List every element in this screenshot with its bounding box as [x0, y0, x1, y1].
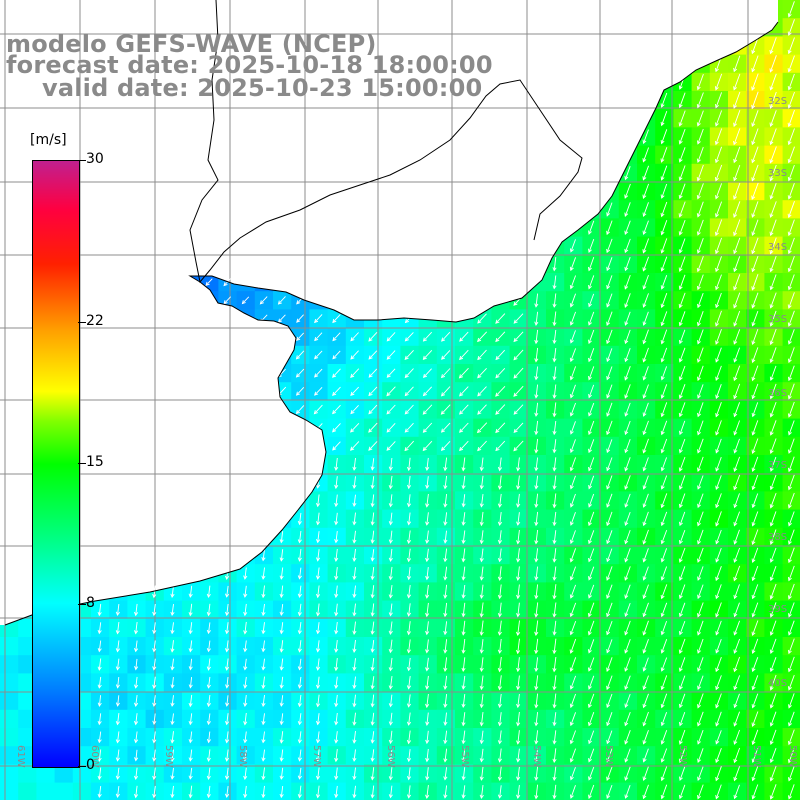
- wind-arrows: [97, 1, 795, 800]
- latitude-label-39s: 39S: [768, 604, 787, 615]
- longitude-label-56w: 56W: [385, 745, 396, 768]
- latitude-label-37s: 37S: [768, 460, 787, 471]
- longitude-label-60w: 60W: [89, 745, 100, 768]
- colorbar-tick-mark: [78, 463, 86, 464]
- longitude-label-52w: 52W: [677, 745, 688, 768]
- longitude-label-57w: 57W: [311, 745, 322, 768]
- longitude-label-61w: 61W: [15, 745, 26, 768]
- colorbar: [32, 160, 80, 768]
- valid-date: valid date: 2025-10-23 15:00:00: [42, 74, 483, 102]
- longitude-label-51w: 51W: [751, 745, 762, 768]
- longitude-label-53w: 53W: [603, 745, 614, 768]
- longitude-labels: 61W 60W 59W 58W 57W 56W 55W 54W 53W 52W 51W 50W: [15, 745, 798, 768]
- latitude-label-32s: 32S: [768, 96, 787, 107]
- colorbar-tick-mark: [78, 321, 86, 323]
- country-border: [189, 0, 583, 284]
- colorbar-tick-label: 8: [86, 595, 95, 612]
- colorbar-tick-label: 15: [86, 454, 104, 470]
- colorbar-tick-label: 30: [86, 151, 104, 167]
- forecast-date: forecast date: 2025-10-18 18:00:00: [6, 51, 493, 79]
- colorbar-tick-label: 0: [86, 757, 95, 773]
- colorbar-units: [m/s]: [30, 132, 67, 148]
- latitude-label-34s: 34S: [768, 242, 787, 253]
- longitude-label-55w: 55W: [459, 745, 470, 768]
- longitude-label-58w: 58W: [237, 745, 248, 768]
- land-mask: [0, 0, 778, 625]
- latitude-label-35s: 35S: [768, 314, 787, 325]
- longitude-label-54w: 54W: [531, 745, 542, 768]
- land-area: [0, 0, 778, 625]
- coastline: [4, 21, 779, 626]
- colorbar-tick-label: 22: [86, 312, 104, 329]
- colorbar-tick-mark: [78, 604, 86, 606]
- longitude-label-50w: 50W: [787, 745, 798, 768]
- model-title: modelo GEFS-WAVE (NCEP): [6, 30, 377, 58]
- latitude-label-38s: 38S: [768, 532, 787, 543]
- colorbar-tick-mark: [78, 160, 86, 161]
- longitude-label-59w: 59W: [163, 745, 174, 768]
- latitude-labels: 32S 33S 34S 35S 36S 37S 38S 39S 40S: [768, 96, 787, 689]
- latitude-label-40s: 40S: [768, 678, 787, 689]
- latitude-label-33s: 33S: [768, 168, 787, 179]
- latitude-label-36s: 36S: [768, 388, 787, 399]
- colorbar-tick-mark: [78, 766, 86, 767]
